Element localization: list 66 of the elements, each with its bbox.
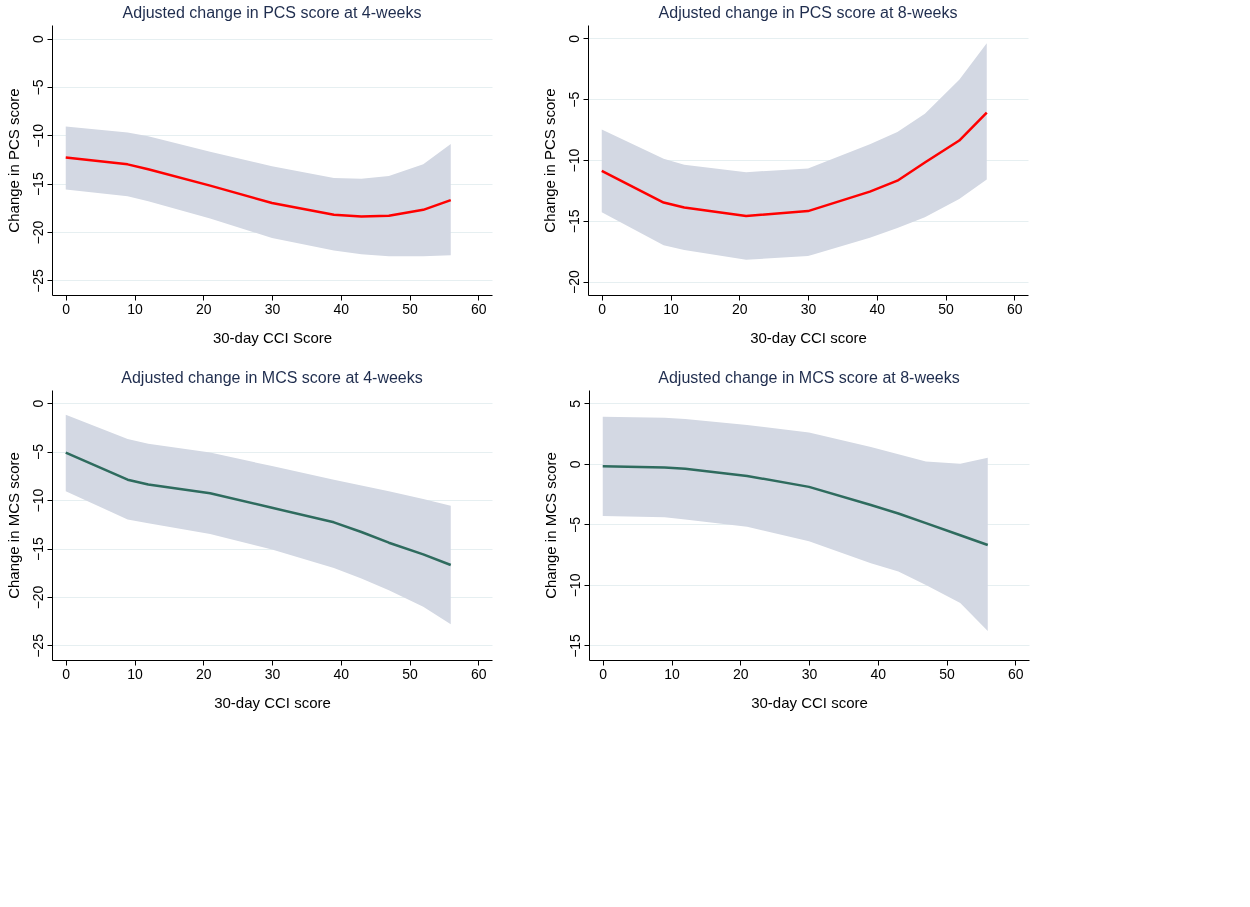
y-tick-label: −15 bbox=[29, 172, 46, 197]
chart-title: Adjusted change in MCS score at 4-weeks bbox=[121, 369, 423, 386]
y-tick-label: 0 bbox=[29, 399, 46, 408]
x-tick-label: 50 bbox=[939, 665, 955, 682]
x-tick-label: 50 bbox=[402, 665, 418, 682]
x-axis-title: 30-day CCI score bbox=[751, 693, 868, 711]
y-axis-title: Change in MCS score bbox=[541, 452, 559, 599]
chart-title: Adjusted change in PCS score at 8-weeks bbox=[658, 4, 958, 21]
x-tick-label: 50 bbox=[938, 300, 954, 317]
y-tick-label: −25 bbox=[29, 268, 46, 293]
line-series bbox=[64, 156, 452, 218]
x-tick-label: 60 bbox=[1006, 300, 1023, 317]
x-tick-label: 0 bbox=[62, 300, 71, 317]
x-tick-label: 20 bbox=[195, 300, 212, 317]
y-tick-label: 0 bbox=[565, 34, 582, 43]
y-tick-label: −15 bbox=[565, 209, 582, 234]
x-tick-label: 30 bbox=[800, 300, 817, 317]
y-tick-label: −15 bbox=[29, 536, 46, 561]
x-tick-label: 0 bbox=[599, 665, 608, 682]
y-tick-label: 0 bbox=[29, 34, 46, 43]
x-tick-label: 10 bbox=[663, 300, 679, 317]
y-tick-label: −5 bbox=[566, 516, 583, 533]
x-tick-label: 40 bbox=[869, 300, 886, 317]
x-tick-label: 20 bbox=[732, 665, 749, 682]
x-tick-label: 30 bbox=[264, 300, 281, 317]
x-tick-label: 10 bbox=[127, 665, 143, 682]
y-axis-title: Change in MCS score bbox=[4, 452, 22, 599]
x-axis-title: 30-day CCI score bbox=[750, 328, 867, 346]
x-tick-label: 20 bbox=[731, 300, 748, 317]
x-tick-label: 40 bbox=[333, 665, 350, 682]
y-tick-label: −20 bbox=[565, 270, 582, 294]
y-tick-label: −5 bbox=[565, 91, 582, 108]
y-tick-label: −10 bbox=[29, 123, 46, 148]
line-series bbox=[64, 451, 452, 567]
x-tick-label: 30 bbox=[264, 665, 281, 682]
y-tick-label: −20 bbox=[29, 220, 46, 245]
y-tick-label: −20 bbox=[29, 585, 46, 610]
x-tick-label: 40 bbox=[870, 665, 887, 682]
y-tick-label: −25 bbox=[29, 633, 46, 658]
x-tick-label: 0 bbox=[598, 300, 607, 317]
x-tick-label: 40 bbox=[333, 300, 350, 317]
y-tick-label: −10 bbox=[566, 573, 583, 598]
x-tick-label: 60 bbox=[1007, 665, 1024, 682]
x-tick-label: 10 bbox=[127, 300, 143, 317]
y-tick-label: −10 bbox=[29, 488, 46, 513]
x-axis-title: 30-day CCI Score bbox=[212, 328, 333, 346]
y-tick-label: −10 bbox=[565, 148, 582, 173]
y-tick-label: 5 bbox=[566, 399, 583, 408]
y-tick-label: −5 bbox=[29, 443, 46, 461]
y-tick-label: −15 bbox=[566, 633, 583, 658]
chart-title: Adjusted change in MCS score at 8-weeks bbox=[658, 369, 960, 386]
line-series bbox=[601, 465, 989, 547]
y-axis-title: Change in PCS score bbox=[540, 88, 558, 233]
y-tick-label: 0 bbox=[566, 460, 583, 469]
chart-title: Adjusted change in PCS score at 4-weeks bbox=[122, 4, 422, 21]
x-tick-label: 20 bbox=[195, 665, 212, 682]
y-tick-label: −5 bbox=[29, 79, 46, 96]
x-tick-label: 60 bbox=[470, 665, 487, 682]
line-series bbox=[600, 111, 988, 218]
x-tick-label: 10 bbox=[664, 665, 680, 682]
x-tick-label: 50 bbox=[402, 300, 418, 317]
x-tick-label: 30 bbox=[801, 665, 818, 682]
x-tick-label: 0 bbox=[62, 665, 71, 682]
x-axis-title: 30-day CCI score bbox=[214, 693, 331, 711]
x-tick-label: 60 bbox=[470, 300, 487, 317]
y-axis-title: Change in PCS score bbox=[4, 88, 22, 233]
